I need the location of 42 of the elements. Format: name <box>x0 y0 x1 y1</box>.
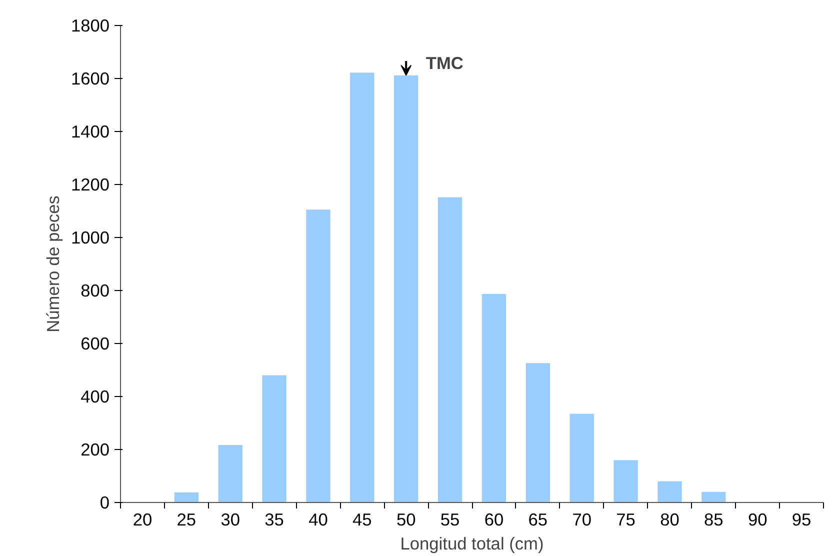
x-tick-label: 30 <box>220 510 240 530</box>
x-tick-label: 45 <box>352 510 372 530</box>
y-tick-label: 1400 <box>70 122 110 142</box>
bar <box>350 72 374 502</box>
x-tick-label: 90 <box>748 510 768 530</box>
y-tick-label: 1600 <box>70 68 110 88</box>
x-tick-label: 85 <box>704 510 724 530</box>
x-tick-label: 35 <box>264 510 284 530</box>
bar <box>174 492 198 502</box>
bar <box>526 363 550 502</box>
x-tick-label: 40 <box>308 510 328 530</box>
bar <box>702 492 726 502</box>
bar <box>438 197 462 502</box>
bar <box>218 444 242 502</box>
bar <box>570 414 594 502</box>
x-tick-label: 95 <box>792 510 812 530</box>
x-tick-label: 75 <box>616 510 636 530</box>
y-tick-label: 200 <box>80 440 110 460</box>
bar <box>262 375 286 502</box>
x-tick-label: 60 <box>484 510 504 530</box>
bar <box>482 294 506 502</box>
x-tick-label: 80 <box>660 510 680 530</box>
y-tick-label: 1200 <box>70 174 110 194</box>
y-tick-label: 1800 <box>70 16 110 36</box>
x-axis-title: Longitud total (cm) <box>400 534 544 554</box>
x-tick-label: 70 <box>572 510 592 530</box>
x-tick-label: 20 <box>132 510 152 530</box>
x-tick-label: 50 <box>396 510 416 530</box>
bar <box>394 75 418 502</box>
x-tick-label: 55 <box>440 510 460 530</box>
bar <box>658 481 682 502</box>
y-tick-label: 800 <box>80 280 110 300</box>
x-tick-label: 65 <box>528 510 548 530</box>
y-axis-title: Número de peces <box>42 195 63 332</box>
annotation: TMC <box>426 52 464 73</box>
bar <box>306 210 330 502</box>
y-tick-label: 600 <box>80 334 110 354</box>
bar <box>614 460 638 502</box>
y-tick-label: 0 <box>100 492 110 512</box>
x-tick-label: 25 <box>176 510 196 530</box>
y-tick-label: 400 <box>80 386 110 406</box>
y-tick-label: 1000 <box>70 228 110 248</box>
